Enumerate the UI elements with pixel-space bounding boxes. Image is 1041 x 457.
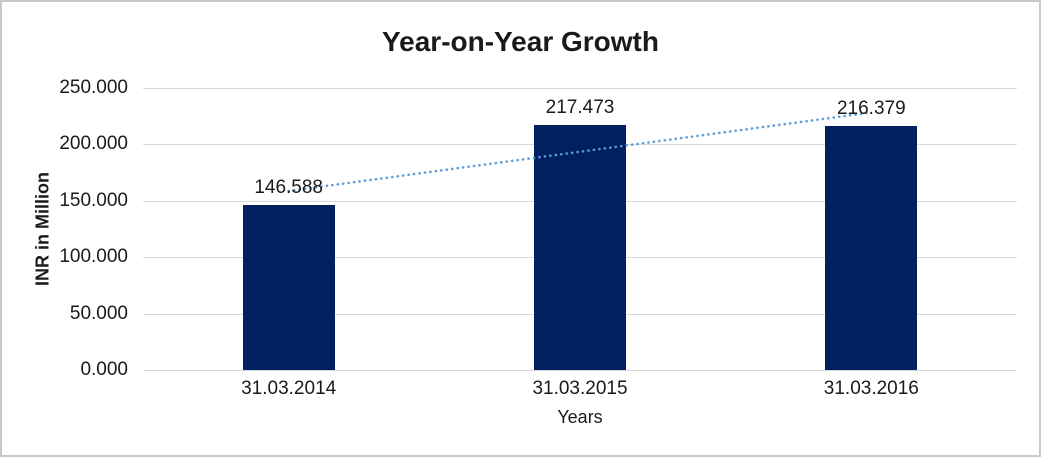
x-axis-title: Years: [557, 407, 603, 427]
bar: [242, 204, 335, 370]
y-axis-tick-label: 0.000: [80, 359, 128, 380]
y-axis-tick-label: 100.000: [59, 246, 128, 268]
y-axis-tick-label: 250.000: [59, 77, 128, 98]
chart-title: Year-on-Year Growth: [382, 26, 659, 57]
bar-data-label: 217.473: [545, 96, 615, 118]
x-axis-tick-label: 31.03.2016: [823, 378, 919, 399]
bar: [534, 124, 626, 370]
y-axis-tick-label: 150.000: [59, 189, 128, 211]
plot-area: [143, 88, 1017, 371]
gridline: [143, 370, 1017, 371]
y-axis-tick-label: 50.000: [69, 302, 128, 324]
x-axis-tick-label: 31.03.2015: [532, 378, 628, 399]
bar-data-label: 216.379: [836, 97, 906, 119]
gridline: [143, 88, 1017, 89]
bar: [825, 125, 918, 370]
x-axis-tick-label: 31.03.2014: [241, 378, 337, 399]
y-axis-tick-label: 200.000: [59, 133, 128, 155]
bar-data-label: 146.588: [254, 176, 323, 198]
